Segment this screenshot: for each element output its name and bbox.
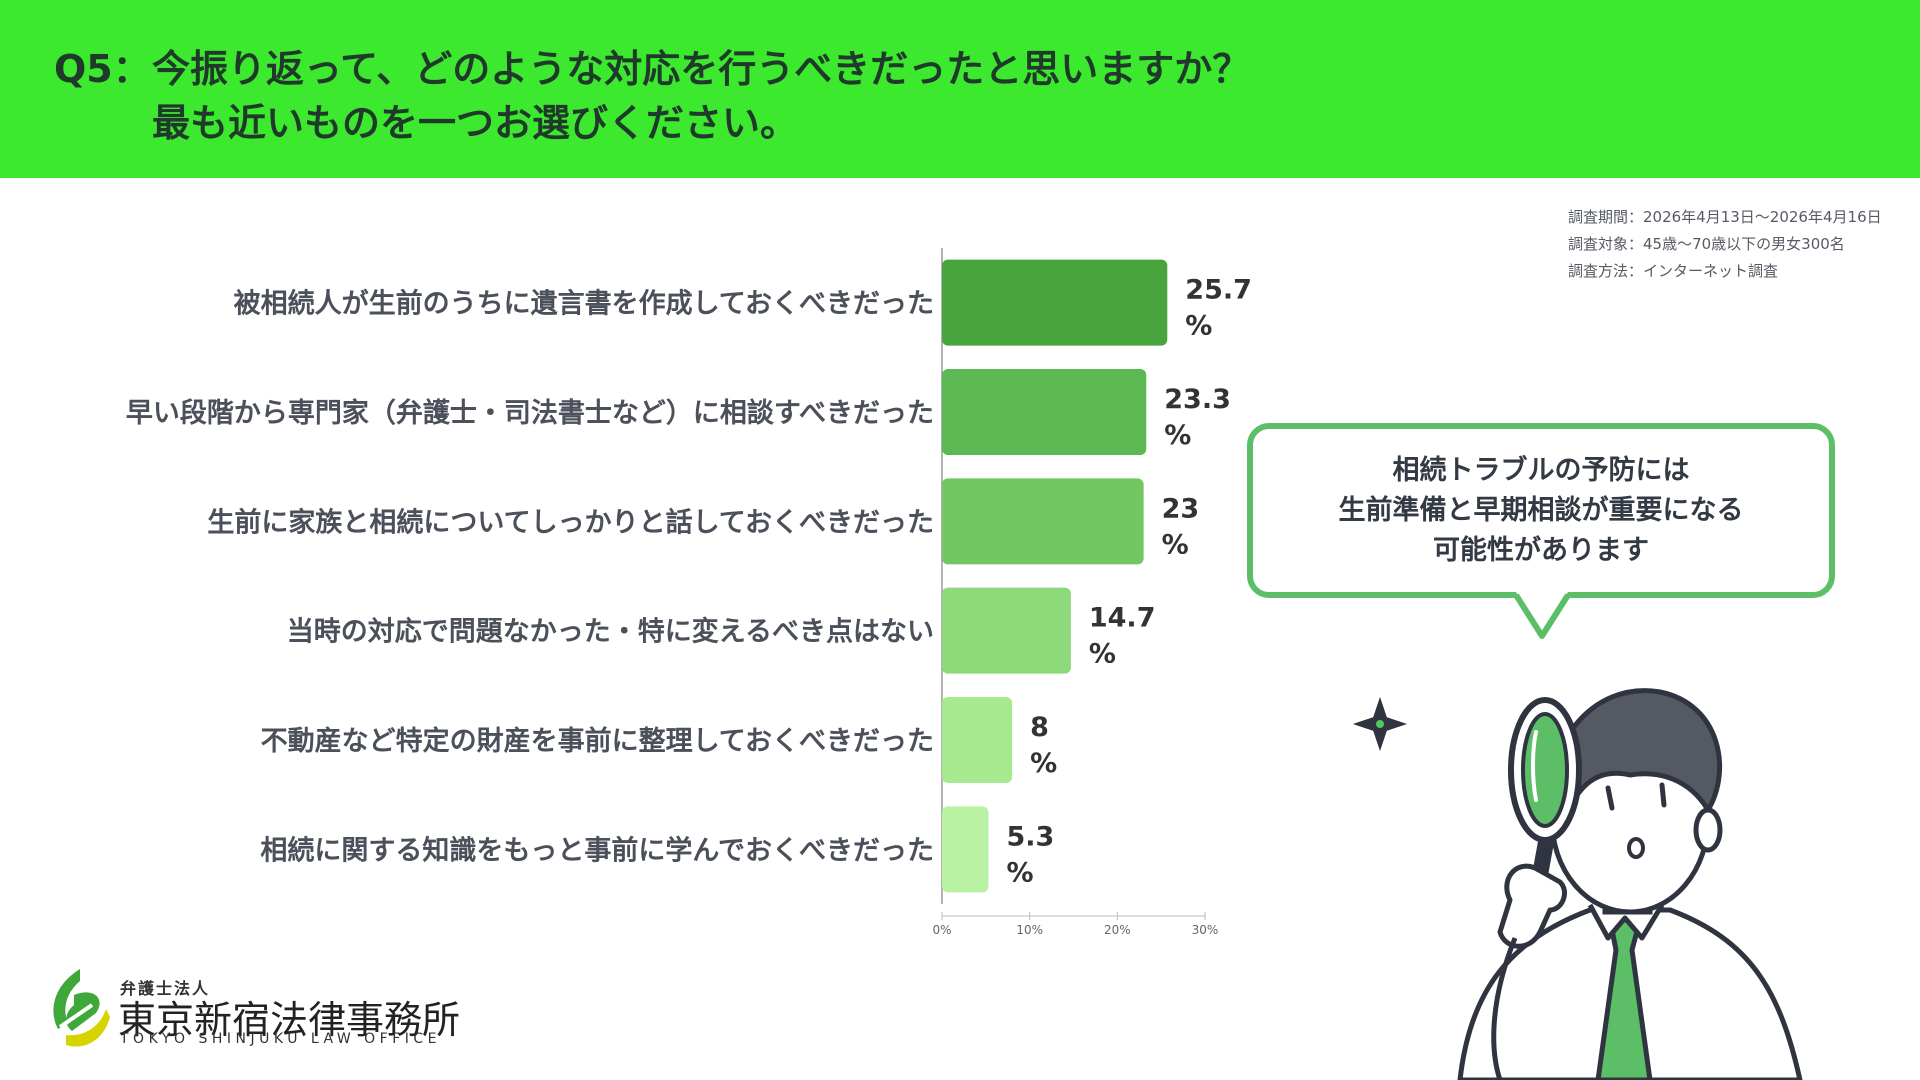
value-unit-2: % — [1164, 420, 1191, 451]
value-label-1: 25.7 — [1185, 275, 1252, 306]
category-label-2: 早い段階から専門家（弁護士・司法書士など）に相談すべきだった — [126, 397, 934, 429]
value-label-3: 23 — [1162, 493, 1200, 524]
value-label-6: 5.3 — [1006, 821, 1054, 852]
bubble-tail — [1513, 592, 1571, 639]
value-unit-5: % — [1030, 748, 1057, 779]
category-label-5: 不動産など特定の財産を事前に整理しておくべきだった — [261, 725, 934, 757]
x-tick-label-4: 30% — [1192, 923, 1219, 937]
x-tick-label-1: 0% — [932, 923, 951, 937]
survey-period: 調査期間：2026年4月13日〜2026年4月16日 — [1568, 208, 1882, 226]
value-label-5: 8 — [1030, 712, 1049, 743]
survey-target: 調査対象：45歳〜70歳以下の男女300名 — [1568, 235, 1845, 253]
header-banner: Q5： 今振り返って、どのような対応を行うべきだったと思いますか？ 最も近いもの… — [0, 0, 1920, 178]
logo-name: 東京新宿法律事務所 — [118, 998, 461, 1042]
category-label-4: 当時の対応で問題なかった・特に変えるべき点はない — [287, 616, 934, 648]
survey-method: 調査方法：インターネット調査 — [1568, 262, 1779, 280]
bubble-text-line2: 生前準備と早期相談が重要になる — [1338, 494, 1744, 526]
law-office-logo: 弁護士法人 東京新宿法律事務所 TOKYO SHINJUKU LAW OFFIC… — [44, 963, 460, 1063]
x-tick-label-3: 20% — [1104, 923, 1131, 937]
logo-tagline: 弁護士法人 — [120, 979, 211, 998]
value-unit-1: % — [1185, 311, 1212, 342]
question-text-line2: 最も近いものを一つお選びください。 — [152, 101, 799, 145]
value-unit-6: % — [1006, 857, 1033, 888]
bar-6 — [942, 806, 989, 893]
category-label-1: 被相続人が生前のうちに遺言書を作成しておくべきだった — [234, 288, 934, 320]
survey-info: 調査期間：2026年4月13日〜2026年4月16日 調査対象：45歳〜70歳以… — [1568, 204, 1898, 285]
bubble-text-line3: 可能性があります — [1433, 534, 1649, 566]
category-label-6: 相続に関する知識をもっと事前に学んでおくべきだった — [260, 834, 934, 866]
bar-1 — [942, 259, 1168, 346]
value-unit-3: % — [1162, 529, 1189, 560]
logo-english-name: TOKYO SHINJUKU LAW OFFICE — [120, 1031, 442, 1047]
bar-3 — [942, 478, 1144, 565]
logo-mark-icon — [53, 969, 110, 1047]
value-label-4: 14.7 — [1089, 603, 1156, 634]
speech-bubble: 相続トラブルの予防には 生前準備と早期相談が重要になる 可能性があります — [1247, 423, 1835, 598]
value-unit-4: % — [1089, 639, 1116, 670]
person-with-magnifier-illustration — [1352, 688, 1803, 1080]
bar-4 — [942, 587, 1071, 674]
category-label-3: 生前に家族と相続についてしっかりと話しておくべきだった — [207, 506, 934, 538]
bar-5 — [942, 697, 1013, 783]
bubble-text-line1: 相続トラブルの予防には — [1392, 454, 1690, 486]
question-number: Q5： — [54, 47, 151, 91]
question-text-line1: 今振り返って、どのような対応を行うべきだったと思いますか？ — [152, 47, 1251, 91]
x-tick-label-2: 10% — [1016, 923, 1043, 937]
value-label-2: 23.3 — [1164, 384, 1231, 415]
bar-2 — [942, 369, 1147, 455]
